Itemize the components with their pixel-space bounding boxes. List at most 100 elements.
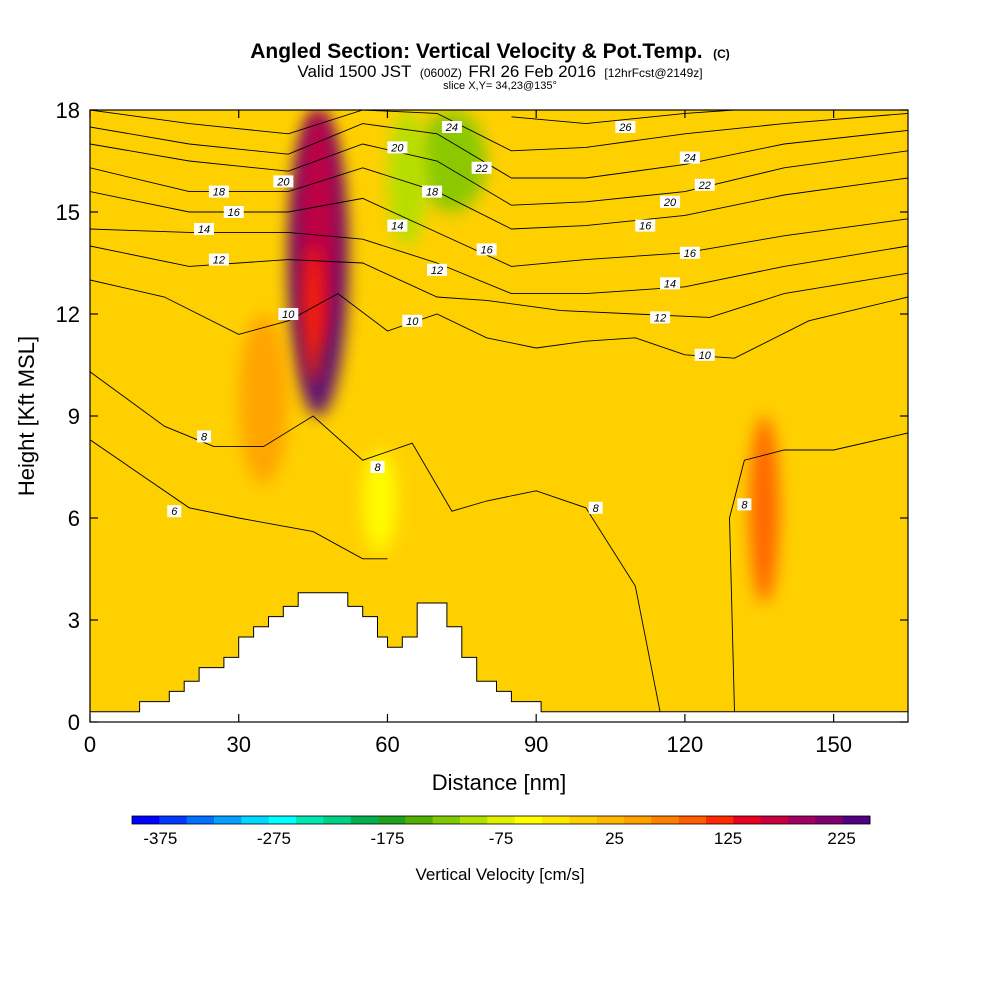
- contour-label-bg: [194, 223, 215, 235]
- y-tick-label: 9: [68, 404, 80, 429]
- colorbar-swatch: [624, 816, 652, 824]
- contour-label-bg: [197, 430, 212, 443]
- y-tick-label: 3: [68, 608, 80, 633]
- contour-label-text: 16: [684, 248, 697, 260]
- colorbar-swatch: [323, 816, 352, 824]
- contour-label-text: 20: [276, 176, 290, 188]
- colorbar-swatch: [760, 816, 789, 824]
- colorbar-swatch: [569, 816, 598, 824]
- colorbar-swatch: [350, 816, 379, 824]
- y-tick-label: 15: [56, 200, 80, 225]
- contour-label-bg: [660, 277, 681, 290]
- isentrope-8: [729, 432, 908, 712]
- y-axis-label: Height [Kft MSL]: [14, 336, 39, 496]
- contour-label-bg: [427, 263, 448, 276]
- colorbar-swatch: [651, 816, 680, 824]
- x-tick-label: 90: [524, 732, 548, 757]
- contour-label: 8: [370, 461, 385, 474]
- colorbar-swatch: [788, 816, 816, 824]
- contour-label-bg: [476, 243, 497, 256]
- contour-label: 10: [402, 314, 423, 328]
- contour-label-text: 22: [698, 180, 711, 192]
- colorbar-swatch: [678, 816, 707, 824]
- isentrope-18: [90, 167, 908, 230]
- contour-label-text: 18: [426, 187, 439, 199]
- contour-label-bg: [208, 185, 229, 198]
- contour-label-text: 22: [475, 163, 488, 175]
- contour-label: 16: [635, 219, 656, 233]
- isentrope-14: [90, 228, 908, 295]
- contour-label-text: 10: [406, 316, 419, 328]
- contour-label-text: 8: [201, 431, 208, 443]
- colorbar-tick-label: -175: [370, 829, 404, 848]
- colorbar-swatch: [159, 816, 188, 824]
- x-tick-label: 30: [226, 732, 250, 757]
- colorbar-swatch: [432, 816, 461, 824]
- plot-background: [90, 110, 908, 722]
- chart-subtitle: Valid 1500 JST (0600Z) FRI 26 Feb 2016 […: [297, 62, 702, 81]
- contour-label: 22: [471, 161, 492, 175]
- colorbar-ticks: -375 -275 -175 -75 25 125 225: [143, 829, 855, 848]
- y-tick-label: 18: [56, 98, 80, 123]
- colorbar-tick-label: -375: [143, 829, 177, 848]
- contour-label-bg: [387, 141, 408, 154]
- contour-label: 10: [278, 308, 299, 321]
- colorbar-swatch: [842, 816, 871, 824]
- contour-label-text: 12: [431, 265, 443, 277]
- contour-label-text: 14: [664, 278, 676, 290]
- contour-label: 8: [197, 430, 212, 443]
- contour-label-text: 20: [390, 142, 404, 154]
- isentrope-22: [90, 123, 908, 179]
- contour-label: 12: [208, 253, 229, 267]
- contour-label: 8: [737, 498, 752, 511]
- contour-label: 18: [422, 185, 443, 199]
- contour-label-text: 10: [699, 350, 712, 362]
- colorbar-swatch: [405, 816, 434, 824]
- contour-label-text: 8: [593, 503, 600, 515]
- isentrope-12: [90, 245, 908, 318]
- isentrope-6: [90, 439, 388, 560]
- colorbar-swatch: [596, 816, 625, 824]
- colorbar-swatch: [542, 816, 570, 824]
- colorbar-swatch: [514, 816, 543, 824]
- x-tick-label: 0: [84, 732, 96, 757]
- contour-label: 18: [208, 185, 229, 199]
- contour-label-bg: [660, 195, 681, 208]
- contour-label-text: 26: [618, 122, 632, 134]
- contour-label-text: 16: [480, 244, 493, 256]
- contour-label-bg: [679, 246, 700, 259]
- contour-label-bg: [694, 178, 715, 191]
- colorbar-swatch: [186, 816, 215, 824]
- contour-label-bg: [370, 461, 385, 473]
- contour-label-bg: [471, 161, 492, 174]
- contour-label-text: 8: [741, 499, 748, 511]
- contour-label: 14: [194, 223, 215, 236]
- velocity-field: [238, 110, 780, 603]
- isentrope-8: [90, 371, 661, 712]
- contour-label: 12: [650, 311, 671, 324]
- chart-title: Angled Section: Vertical Velocity & Pot.…: [250, 40, 730, 63]
- contour-label: 14: [387, 219, 408, 233]
- colorbar: [131, 815, 871, 825]
- contour-label-text: 18: [213, 187, 226, 199]
- contour-label-bg: [273, 175, 294, 188]
- colorbar-swatch: [268, 816, 297, 824]
- x-tick-label: 60: [375, 732, 399, 757]
- colorbar-label: Vertical Velocity [cm/s]: [415, 865, 584, 884]
- velocity-feature: [303, 246, 324, 382]
- y-tick-label: 6: [68, 506, 80, 531]
- colorbar-tick-label: -275: [257, 829, 291, 848]
- contour-label-text: 16: [228, 207, 241, 219]
- contour-label: 24: [679, 151, 700, 165]
- colorbar-swatch: [460, 816, 488, 824]
- isentrope-10: [90, 279, 908, 359]
- contour-label: 20: [273, 175, 294, 188]
- contour-label-bg: [402, 314, 423, 327]
- y-axis: 0 3 6 9 12 15 18: [56, 98, 908, 735]
- colorbar-swatch: [815, 816, 844, 824]
- isentrope-24: [90, 110, 908, 152]
- contour-label: 16: [223, 206, 244, 219]
- contour-label: 6: [167, 505, 182, 518]
- colorbar-tick-label: 225: [827, 829, 855, 848]
